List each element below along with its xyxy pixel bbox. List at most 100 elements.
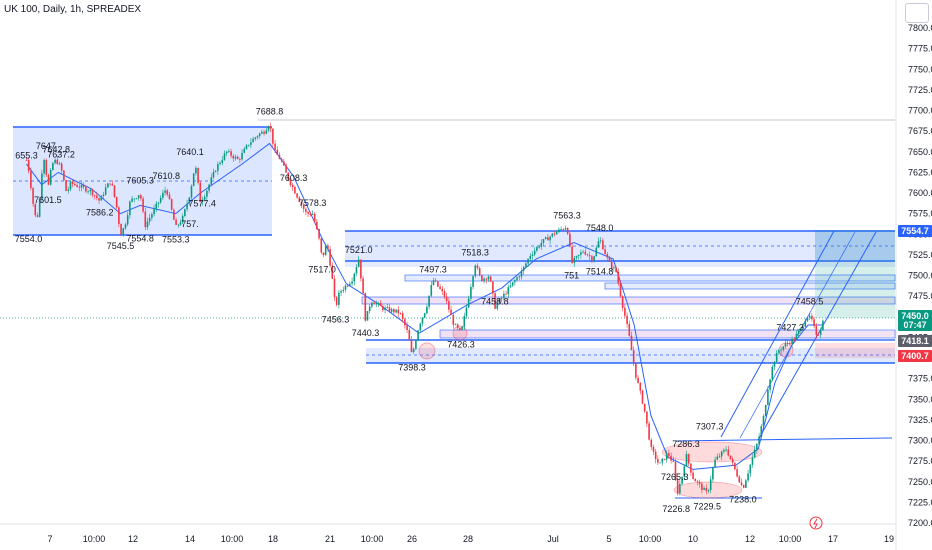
circle-marker-2[interactable] xyxy=(452,325,468,341)
candle-body xyxy=(302,204,305,209)
candle-body xyxy=(349,283,351,286)
price-annotation: 7637.2 xyxy=(47,149,75,159)
candle-body xyxy=(232,155,235,159)
candle-body xyxy=(272,128,274,144)
chart-settings-widget[interactable] xyxy=(905,3,929,23)
candle-body xyxy=(619,283,622,297)
candle-body xyxy=(720,451,723,457)
candle-body xyxy=(199,182,202,202)
time-axis-tick: 10:00 xyxy=(639,534,662,544)
candle-body xyxy=(516,277,518,281)
candle-body xyxy=(122,228,125,235)
candle-body xyxy=(415,340,417,349)
candle-body xyxy=(298,197,301,202)
candle-body xyxy=(729,455,732,460)
candle-body xyxy=(335,297,338,305)
zone-lower-purple[interactable] xyxy=(439,329,896,339)
candle-body xyxy=(175,219,177,225)
candle-body xyxy=(58,163,61,165)
candle-body xyxy=(390,309,393,312)
price-annotation: 7427.3 xyxy=(776,322,804,332)
candle-body xyxy=(740,482,743,486)
candle-body xyxy=(445,296,448,302)
candle-body xyxy=(131,198,133,202)
long-position-stop[interactable] xyxy=(815,343,895,358)
candle-body xyxy=(714,459,716,468)
candle-body xyxy=(49,170,52,185)
candle-body xyxy=(437,281,439,287)
price-annotation: 7647 xyxy=(36,141,56,151)
candle-body xyxy=(225,151,228,154)
candle-body xyxy=(379,303,382,306)
candle-body xyxy=(285,165,287,173)
price-axis-tick: 7350.0 xyxy=(908,394,932,404)
circle-marker-1[interactable] xyxy=(418,342,436,360)
candle-body xyxy=(562,229,565,231)
candle-body xyxy=(573,257,576,263)
candle-body xyxy=(683,466,686,477)
candle-body xyxy=(613,267,615,269)
zone-small-3[interactable] xyxy=(604,282,896,290)
zone-purple[interactable] xyxy=(361,296,896,305)
candle-body xyxy=(716,456,719,460)
price-axis-tick: 7625.0 xyxy=(908,167,932,177)
candle-body xyxy=(234,156,237,159)
price-annotation: 7265.3 xyxy=(661,472,689,482)
zone-small-1[interactable] xyxy=(345,261,895,267)
candle-body xyxy=(137,195,140,199)
candle-body xyxy=(648,423,650,440)
price-tag-label: 07:47 xyxy=(903,320,926,330)
candle-body xyxy=(452,314,455,325)
channel-lower[interactable] xyxy=(757,231,877,441)
price-axis-tick: 7500.0 xyxy=(908,271,932,281)
candle-body xyxy=(734,462,736,470)
breakout-line[interactable] xyxy=(674,437,893,442)
candle-body xyxy=(223,153,226,160)
candle-body xyxy=(27,160,30,172)
bottom-ellipse-2[interactable] xyxy=(673,481,743,499)
candle-body xyxy=(459,327,461,330)
candle-body xyxy=(144,211,147,228)
zone-upper[interactable] xyxy=(345,231,895,261)
lightning-icon[interactable] xyxy=(809,516,823,530)
long-position-target[interactable] xyxy=(815,230,895,318)
candle-body xyxy=(544,237,547,240)
zone-small-2[interactable] xyxy=(404,274,896,282)
candle-body xyxy=(806,317,809,322)
candle-body xyxy=(214,170,217,172)
candle-body xyxy=(507,287,510,295)
candle-body xyxy=(558,229,560,233)
candle-body xyxy=(819,330,822,335)
channel-upper[interactable] xyxy=(720,230,835,438)
candle-body xyxy=(586,254,589,256)
candle-body xyxy=(533,250,536,255)
candle-body xyxy=(384,307,386,311)
candle-body xyxy=(43,160,45,174)
candle-body xyxy=(525,263,527,267)
candle-body xyxy=(762,416,765,427)
price-axis-tick: 7300.0 xyxy=(908,436,932,446)
candle-body xyxy=(606,253,609,258)
candle-body xyxy=(241,152,243,160)
candle-body xyxy=(657,459,659,463)
candle-body xyxy=(701,483,703,490)
candle-body xyxy=(822,320,824,331)
price-axis-tick: 7575.0 xyxy=(908,209,932,219)
candle-body xyxy=(593,256,595,261)
price-tag-label: 7418.1 xyxy=(901,336,929,346)
candle-body xyxy=(461,326,463,330)
candle-body xyxy=(791,338,793,345)
candle-body xyxy=(36,215,39,217)
candle-body xyxy=(25,160,28,161)
candle-body xyxy=(690,463,692,473)
candle-body xyxy=(155,203,158,209)
price-annotation: 7554.8 xyxy=(126,233,154,243)
zone-lower[interactable] xyxy=(366,348,895,363)
candle-body xyxy=(71,181,74,184)
candle-body xyxy=(529,256,532,259)
candle-body xyxy=(382,305,384,311)
candle-body xyxy=(410,340,413,353)
candle-body xyxy=(571,246,573,263)
candle-body xyxy=(527,258,529,264)
